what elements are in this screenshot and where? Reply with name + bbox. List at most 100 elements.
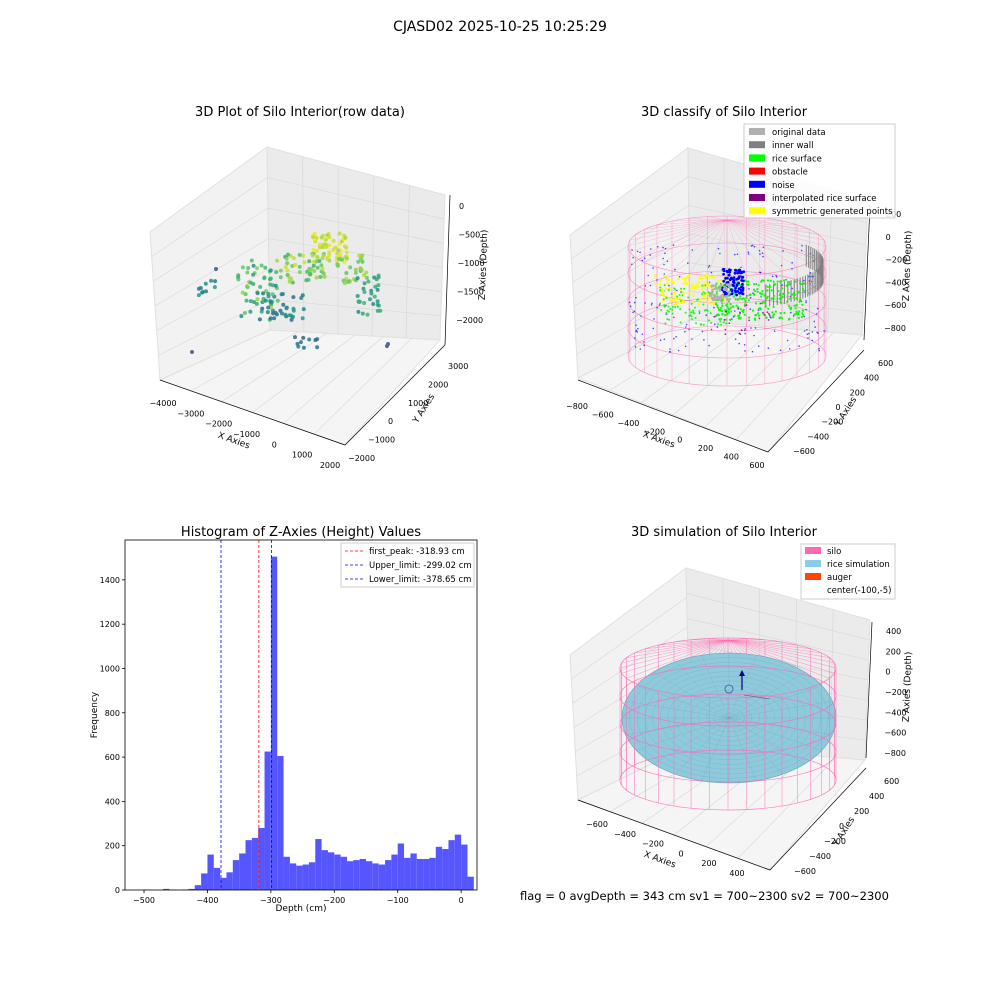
panel2-silo-roof-rib [689,218,728,221]
panel2-rice-surface-point [770,297,773,300]
panel2-silo-roof-rib [644,219,728,263]
panel1-y-tick-label: 0 [388,417,393,426]
panel1-data-point [362,281,367,286]
panel1-data-point [327,253,332,258]
panel2-noise-point [737,270,741,274]
panel2-rice-surface-point [671,308,674,311]
panel4-silo-roof-rib [727,639,811,649]
panel2-rice-surface-point [798,300,801,303]
panel2-rice-surface-point [717,323,720,326]
panel2-symmetric-point [691,283,694,287]
panel2-noise-point [736,253,739,256]
panel1-data-point [293,263,298,267]
panel1-data-point [272,316,277,321]
panel2-original-point [711,284,715,288]
panel2-rice-surface-point [776,280,779,283]
panel4-y-tick-label: −200 [824,837,846,846]
panel4-legend-label: center(-100,-5) [827,586,891,596]
panel2-rice-surface-point [785,284,788,287]
panel3-histogram-bar [448,840,455,890]
panel2-rice-surface-point [797,311,800,314]
panel3-histogram-bar [213,867,221,890]
panel2-noise-point [818,348,820,350]
panel2-noise-point [742,270,746,274]
panel3-histogram-bar [404,857,411,890]
panel2-symmetric-point [697,277,701,281]
panel1-data-point [213,279,218,284]
panel2-noise-point [747,253,750,255]
panel1-data-point [266,305,271,310]
panel4-silo-roof-rib [727,639,835,664]
panel4-z-tick-label: 0 [885,668,890,677]
panel2-rice-surface-point [800,282,803,286]
panel2-noise-point [666,260,669,263]
panel2-rice-surface-point [725,322,728,325]
panel2-symmetric-point [704,280,708,284]
panel2-symmetric-point [711,275,714,279]
panel2-rice-surface-point [796,313,800,316]
panel1-gridline [405,185,410,339]
panel2-symmetric-point [700,288,704,291]
panel2-rice-surface-point [759,292,762,295]
panel2-rice-surface-point [793,294,796,297]
panel2-noise-point [773,330,776,332]
panel2-noise-point [753,246,756,248]
panel4-auger-arm [743,694,771,700]
panel2-rice-surface-point [721,313,724,316]
panel2-noise-point [668,284,670,287]
panel2-rice-surface-point [777,290,780,293]
panel2-noise-point [685,323,688,326]
panel2-rice-surface-point [720,323,722,326]
panel2-noise-point [705,314,707,317]
panel2-noise-point [805,308,807,311]
panel1-x-tick-label: 1000 [292,451,312,460]
panel2-rice-surface-point [754,314,757,317]
panel2-rice-surface-point [754,290,757,293]
panel4-rice-radial [625,717,730,735]
panel2-interpolated-point [745,304,748,306]
panel2-rice-surface-point [795,310,798,313]
panel2-original-point [725,294,728,298]
panel2-rice-surface-point [741,309,744,312]
panel2-symmetric-point [695,284,699,287]
panel2-noise-point [643,341,645,343]
panel2-rice-surface-point [738,283,742,287]
panel4-silo-ring [619,749,837,811]
panel1-data-point [240,265,245,270]
panel1-gridline [221,333,327,402]
panel2-rice-surface-point [797,290,801,293]
panel2-original-point [719,283,723,287]
panel4-y-tick-label: −400 [809,852,831,861]
panel1-data-point [289,317,294,322]
panel2-gridline [672,327,777,416]
panel2-noise-point [737,287,741,290]
panel2-noise-point [744,350,746,352]
panel2-rice-surface-point [793,291,796,294]
panel2-rice-surface-point [734,298,737,301]
panel1-data-point [268,282,273,287]
panel1-gridline [190,331,299,392]
panel1-data-point [291,295,296,300]
panel2-noise-point [728,322,731,325]
panel2-rice-surface-point [727,307,730,310]
panel2-noise-point [750,327,752,329]
panel2-rice-surface-point [666,309,669,312]
panel2-rice-surface-point [772,316,775,319]
panel2-y-tick-label: −400 [807,432,829,441]
panel1-data-point [196,286,201,291]
panel1-data-point [290,280,295,285]
panel-raw-scatter: 3D Plot of Silo Interior(row data) −4000… [149,105,490,470]
panel2-y-tick-label: 400 [864,374,879,383]
panel1-data-point [356,259,361,264]
panel2-noise-point [659,339,662,342]
panel2-rice-surface-point [687,296,690,299]
panel2-rice-surface-point [698,310,701,313]
panel3-histogram-bar [270,556,278,890]
panel1-data-point [312,237,317,242]
panel2-rice-surface-point [787,305,791,308]
panel1-data-point [278,275,283,280]
panel4-silo-roof-rib [727,639,783,643]
panel2-silo-roof-rib [726,219,819,258]
panel2-rice-surface-point [714,314,717,317]
panel2-noise-point [650,304,653,306]
